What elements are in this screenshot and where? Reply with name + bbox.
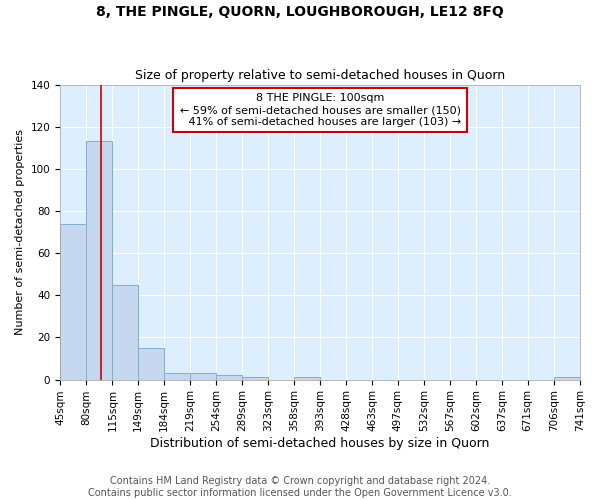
Bar: [164, 374, 190, 380]
Bar: [190, 374, 216, 380]
Bar: [242, 378, 268, 380]
Bar: [554, 378, 580, 380]
Text: 8 THE PINGLE: 100sqm
← 59% of semi-detached houses are smaller (150)
   41% of s: 8 THE PINGLE: 100sqm ← 59% of semi-detac…: [178, 94, 461, 126]
X-axis label: Distribution of semi-detached houses by size in Quorn: Distribution of semi-detached houses by …: [151, 437, 490, 450]
Bar: [138, 348, 164, 380]
Bar: [86, 142, 112, 380]
Y-axis label: Number of semi-detached properties: Number of semi-detached properties: [15, 129, 25, 335]
Bar: [112, 285, 138, 380]
Bar: [60, 224, 86, 380]
Text: 8, THE PINGLE, QUORN, LOUGHBOROUGH, LE12 8FQ: 8, THE PINGLE, QUORN, LOUGHBOROUGH, LE12…: [96, 5, 504, 19]
Bar: [294, 378, 320, 380]
Bar: [216, 376, 242, 380]
Text: Contains HM Land Registry data © Crown copyright and database right 2024.
Contai: Contains HM Land Registry data © Crown c…: [88, 476, 512, 498]
Title: Size of property relative to semi-detached houses in Quorn: Size of property relative to semi-detach…: [135, 69, 505, 82]
